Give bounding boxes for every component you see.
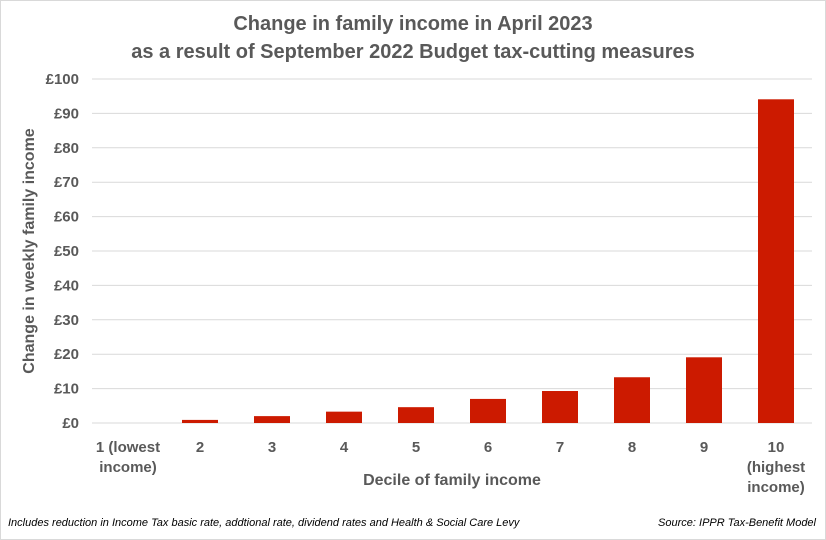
chart-title: Change in family income in April 2023 as… bbox=[0, 10, 826, 66]
bar bbox=[398, 407, 434, 423]
y-axis-ticks: £0 £10 £20 £30 £40 £50 £60 £70 £80 £90 £100 bbox=[46, 71, 79, 432]
bar bbox=[326, 411, 362, 423]
chart-title-line-2: as a result of September 2022 Budget tax… bbox=[131, 41, 695, 63]
y-tick-label: £60 bbox=[54, 209, 79, 226]
y-tick-label: £20 bbox=[54, 346, 79, 363]
x-axis-categories: 1 (lowest income) 2 3 4 5 6 7 8 9 10 (highest income… bbox=[96, 439, 805, 496]
bar bbox=[542, 391, 578, 423]
bar bbox=[254, 416, 290, 423]
bar bbox=[614, 377, 650, 423]
chart-title-line-1: Change in family income in April 2023 bbox=[233, 13, 593, 35]
x-category-label: 5 bbox=[412, 439, 420, 456]
y-tick-label: £0 bbox=[62, 415, 79, 432]
y-tick-label: £90 bbox=[54, 105, 79, 122]
x-category-label: 6 bbox=[484, 439, 492, 456]
x-category-label: 3 bbox=[268, 439, 276, 456]
x-axis-title: Decile of family income bbox=[363, 472, 541, 489]
footnote: Includes reduction in Income Tax basic r… bbox=[8, 517, 520, 529]
bar bbox=[686, 357, 722, 423]
bars bbox=[182, 99, 794, 424]
x-category-label: 2 bbox=[196, 439, 204, 456]
bar bbox=[758, 99, 794, 424]
x-category-label: 7 bbox=[556, 439, 564, 456]
y-tick-label: £50 bbox=[54, 243, 79, 260]
source-note: Source: IPPR Tax-Benefit Model bbox=[658, 517, 816, 529]
y-axis-title: Change in weekly family income bbox=[21, 128, 38, 374]
bar bbox=[470, 398, 506, 423]
y-tick-label: £70 bbox=[54, 174, 79, 191]
x-category-label: 8 bbox=[628, 439, 636, 456]
bar bbox=[182, 419, 218, 423]
x-category-label: 9 bbox=[700, 439, 708, 456]
x-category-label: 1 (lowest income) bbox=[96, 439, 160, 476]
x-category-label: 10 (highest income) bbox=[747, 439, 805, 496]
x-category-label: 4 bbox=[340, 439, 349, 456]
y-tick-label: £10 bbox=[54, 381, 79, 398]
y-tick-label: £100 bbox=[46, 71, 79, 88]
y-tick-label: £40 bbox=[54, 277, 79, 294]
y-tick-label: £30 bbox=[54, 312, 79, 329]
y-tick-label: £80 bbox=[54, 140, 79, 157]
